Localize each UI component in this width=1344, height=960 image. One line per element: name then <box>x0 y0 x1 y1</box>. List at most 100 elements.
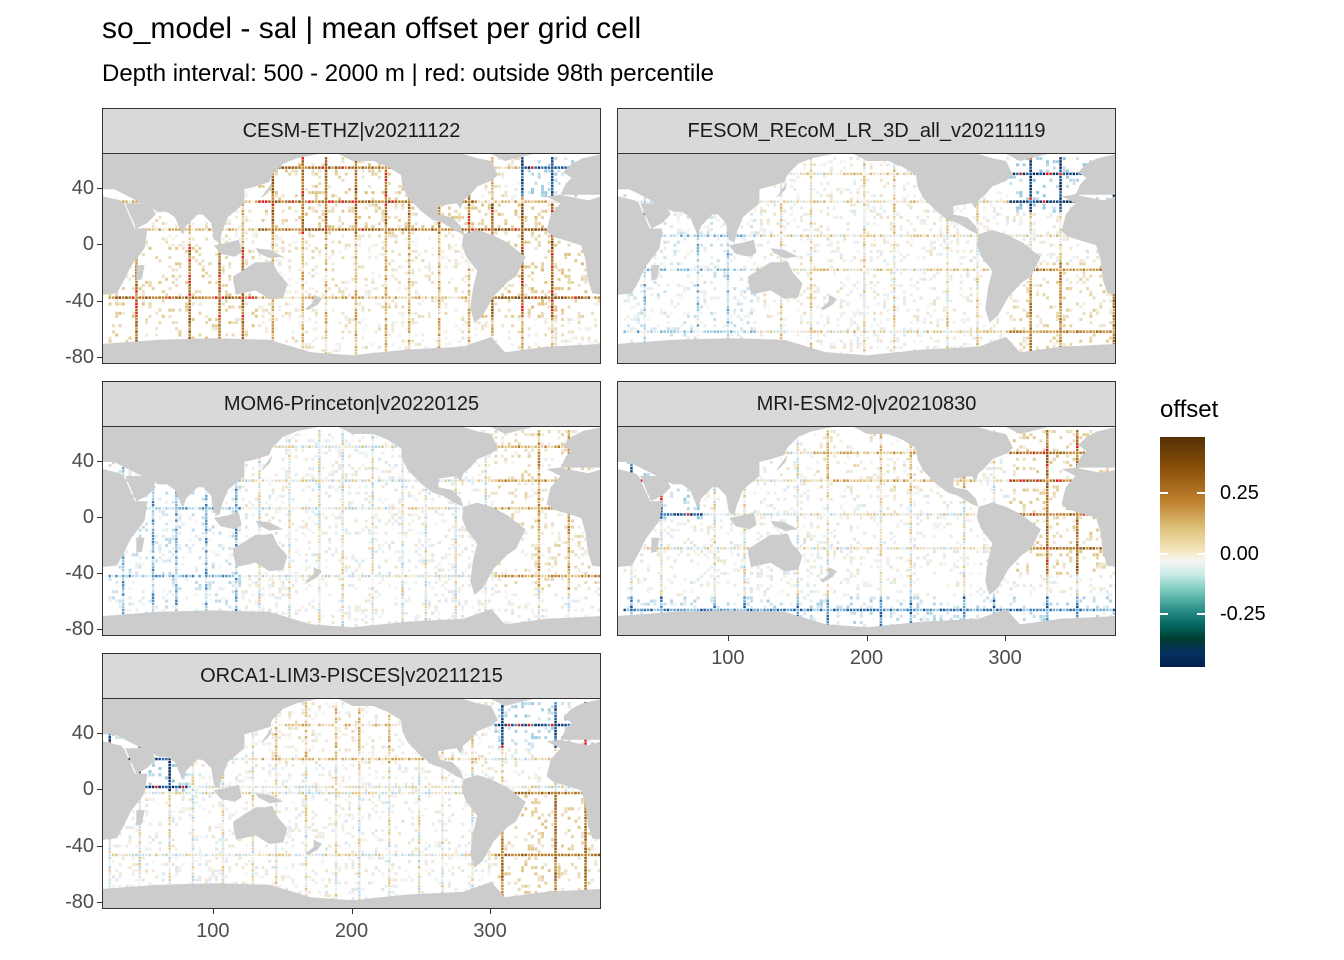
grid-cell <box>171 308 175 312</box>
grid-cell <box>863 265 866 268</box>
grid-cell <box>531 234 534 238</box>
grid-cell <box>348 293 352 297</box>
grid-cell <box>713 215 717 219</box>
land-mass <box>169 210 198 235</box>
grid-cell <box>796 308 800 312</box>
grid-cell <box>537 296 541 299</box>
grid-cell <box>726 287 730 290</box>
grid-cell <box>594 339 598 343</box>
grid-cell <box>916 280 920 284</box>
grid-cell <box>454 249 458 253</box>
grid-cell <box>274 225 278 229</box>
grid-cell <box>813 172 816 176</box>
grid-cell <box>590 296 594 299</box>
grid-cell <box>843 330 846 333</box>
grid-cell <box>537 314 541 318</box>
grid-cell <box>580 339 584 343</box>
map-panel-fesom <box>617 153 1116 364</box>
grid-cell <box>241 222 245 225</box>
grid-cell <box>863 321 866 324</box>
grid-cell <box>308 318 312 321</box>
grid-cell <box>554 166 557 169</box>
grid-cell <box>759 209 763 213</box>
grid-cell <box>521 293 524 296</box>
grid-cell <box>324 287 328 290</box>
grid-cell <box>401 311 405 315</box>
grid-cell <box>823 330 826 333</box>
grid-cell <box>484 321 488 325</box>
grid-cell <box>168 256 172 260</box>
grid-cell <box>726 336 730 340</box>
grid-cell <box>514 166 517 169</box>
grid-cell <box>909 172 913 176</box>
grid-cell <box>746 330 750 333</box>
grid-cell <box>853 172 856 176</box>
grid-cell <box>354 181 358 185</box>
grid-cell <box>371 225 375 229</box>
grid-cell <box>564 256 568 260</box>
grid-cell <box>301 265 304 268</box>
grid-cell <box>859 330 863 333</box>
grid-cell <box>181 243 185 247</box>
grid-cell <box>331 293 335 297</box>
land-mass <box>255 248 284 259</box>
grid-cell <box>696 268 700 271</box>
grid-cell <box>171 228 175 231</box>
grid-cell <box>873 311 876 315</box>
grid-cell <box>324 157 328 160</box>
grid-cell <box>906 219 910 222</box>
grid-cell <box>358 234 361 238</box>
grid-cell <box>899 330 903 333</box>
grid-cell <box>769 314 773 318</box>
grid-cell <box>776 222 780 226</box>
grid-cell <box>384 293 388 296</box>
grid-cell <box>759 243 763 247</box>
grid-cell <box>388 231 391 235</box>
grid-cell <box>244 262 248 266</box>
grid-cell <box>288 243 292 247</box>
grid-cell <box>544 318 548 321</box>
grid-cell <box>521 299 524 302</box>
grid-cell <box>381 296 384 299</box>
grid-cell <box>836 290 840 294</box>
grid-cell <box>391 231 395 235</box>
grid-cell <box>826 268 829 271</box>
grid-cell <box>819 231 823 235</box>
grid-cell <box>640 324 644 328</box>
grid-cell <box>843 284 847 287</box>
grid-cell <box>437 256 441 259</box>
grid-cell <box>919 234 923 237</box>
grid-cell <box>191 293 195 297</box>
grid-cell <box>215 324 218 328</box>
grid-cell <box>135 311 138 315</box>
grid-cell <box>301 268 304 271</box>
grid-cell <box>686 268 690 271</box>
grid-cell <box>524 228 527 231</box>
grid-cell <box>324 231 328 234</box>
grid-cell <box>271 246 275 250</box>
grid-cell <box>205 225 208 229</box>
grid-cell <box>188 237 191 241</box>
grid-cell <box>561 324 564 328</box>
grid-cell <box>271 324 275 327</box>
grid-cell <box>175 277 179 281</box>
grid-cell <box>713 324 717 328</box>
grid-cell <box>580 336 584 340</box>
grid-cell <box>640 308 644 312</box>
grid-cell <box>481 228 484 231</box>
grid-cell <box>853 330 856 333</box>
grid-cell <box>334 172 338 176</box>
grid-cell <box>779 219 783 222</box>
grid-cell <box>221 265 225 269</box>
grid-cell <box>378 166 381 169</box>
grid-cell <box>437 228 441 231</box>
grid-cell <box>779 296 783 299</box>
grid-cell <box>779 311 783 315</box>
grid-cell <box>294 308 298 312</box>
grid-cell <box>753 206 757 210</box>
grid-cell <box>368 296 371 299</box>
grid-cell <box>215 280 218 284</box>
grid-cell <box>849 349 853 352</box>
grid-cell <box>886 240 890 244</box>
grid-cell <box>188 246 191 250</box>
